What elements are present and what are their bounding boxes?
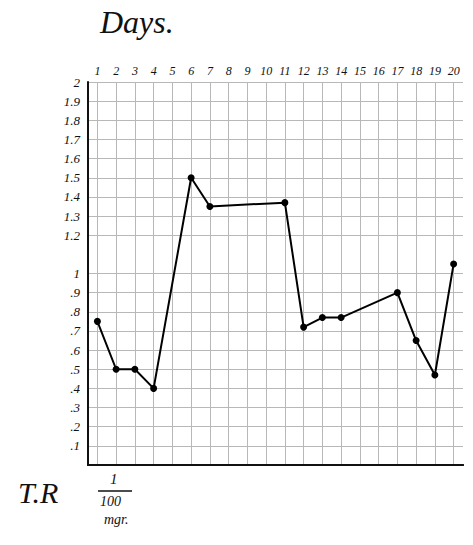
svg-text:12: 12	[298, 64, 310, 78]
svg-text:19: 19	[429, 64, 441, 78]
svg-text:16: 16	[373, 64, 385, 78]
svg-text:1: 1	[110, 471, 118, 487]
svg-text:.1: .1	[70, 438, 80, 453]
svg-text:7: 7	[207, 64, 214, 78]
svg-text:1.2: 1.2	[64, 228, 81, 243]
svg-text:15: 15	[354, 64, 366, 78]
svg-text:18: 18	[410, 64, 422, 78]
svg-text:.9: .9	[70, 285, 80, 300]
svg-text:2: 2	[113, 64, 119, 78]
svg-text:17: 17	[391, 64, 404, 78]
svg-text:20: 20	[448, 64, 460, 78]
svg-text:.5: .5	[70, 362, 80, 377]
svg-text:9: 9	[244, 64, 250, 78]
svg-text:13: 13	[316, 64, 328, 78]
svg-text:6: 6	[188, 64, 194, 78]
svg-text:1.7: 1.7	[64, 132, 81, 147]
svg-text:.7: .7	[70, 323, 80, 338]
svg-text:10: 10	[260, 64, 272, 78]
svg-text:1: 1	[94, 64, 100, 78]
svg-text:mgr.: mgr.	[104, 512, 129, 527]
svg-text:14: 14	[335, 64, 347, 78]
svg-text:3: 3	[131, 64, 138, 78]
svg-text:1: 1	[74, 266, 81, 281]
svg-text:11: 11	[279, 64, 290, 78]
svg-text:.2: .2	[70, 419, 80, 434]
svg-text:1.8: 1.8	[64, 113, 81, 128]
svg-text:8: 8	[226, 64, 232, 78]
svg-text:5: 5	[169, 64, 175, 78]
svg-text:.3: .3	[70, 400, 80, 415]
svg-text:1.4: 1.4	[64, 189, 81, 204]
svg-text:1.9: 1.9	[64, 94, 81, 109]
svg-text:T.R: T.R	[18, 476, 58, 509]
svg-text:100: 100	[100, 494, 121, 509]
svg-text:1.5: 1.5	[64, 170, 81, 185]
svg-text:.6: .6	[70, 343, 80, 358]
svg-text:Days.: Days.	[99, 4, 174, 40]
svg-text:1.3: 1.3	[64, 209, 81, 224]
svg-text:2: 2	[74, 75, 81, 90]
svg-text:1.6: 1.6	[64, 151, 81, 166]
svg-text:.8: .8	[70, 304, 80, 319]
svg-text:.4: .4	[70, 381, 80, 396]
svg-text:4: 4	[151, 64, 157, 78]
